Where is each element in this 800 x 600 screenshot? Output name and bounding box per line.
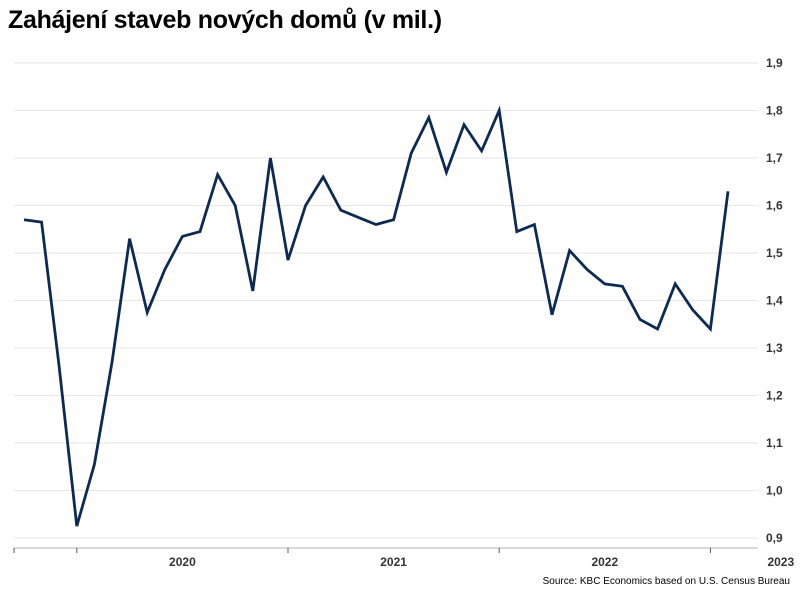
x-tick-label: 2020	[169, 555, 196, 569]
chart-title: Zahájení staveb nových domů (v mil.)	[8, 6, 442, 34]
y-tick-label: 1,1	[766, 436, 783, 450]
y-tick-label: 1,0	[766, 484, 783, 498]
gridlines	[14, 62, 758, 539]
y-tick-label: 1,7	[766, 151, 783, 165]
y-tick-label: 1,6	[766, 199, 783, 213]
y-tick-label: 1,9	[766, 56, 783, 70]
y-tick-label: 0,9	[766, 531, 783, 545]
x-axis: 2020 2021 2022 2023	[13, 547, 794, 569]
x-tick-label: 2021	[380, 555, 407, 569]
x-tick-label: 2022	[591, 555, 618, 569]
series-line	[23, 105, 730, 527]
y-tick-label: 1,4	[766, 294, 783, 308]
series-layer	[23, 105, 730, 527]
y-tick-label: 1,3	[766, 341, 783, 355]
x-tick-label: 2023	[767, 555, 794, 569]
y-tick-label: 1,5	[766, 246, 783, 260]
source-note: Source: KBC Economics based on U.S. Cens…	[542, 576, 790, 587]
y-axis: 1,9 1,8 1,7 1,6 1,5 1,4 1,3 1,2 1,1 1,0 0,9	[766, 56, 783, 545]
y-tick-label: 1,8	[766, 104, 783, 118]
y-tick-label: 1,2	[766, 389, 783, 403]
